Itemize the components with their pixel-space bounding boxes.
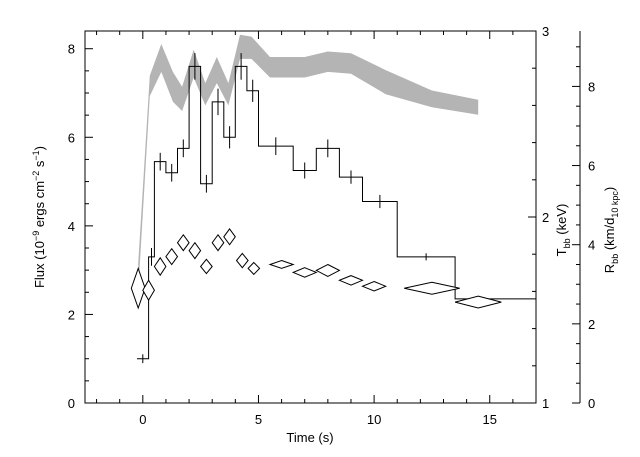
rbb-diamond — [130, 266, 146, 310]
rbb-diamond — [211, 233, 225, 252]
tbb-tick-label: 1 — [542, 396, 549, 411]
x-tick-label: 0 — [139, 412, 146, 427]
rbb-diamond — [338, 275, 364, 286]
rbb-diamond — [247, 261, 261, 276]
rbb-diamond — [404, 281, 460, 295]
flux-step-layer — [137, 53, 536, 364]
rbb-tick-label: 2 — [588, 317, 595, 332]
rbb-diamond — [361, 280, 388, 292]
rbb-diamond-layer — [130, 228, 502, 310]
rbb-tick-label: 0 — [588, 396, 595, 411]
rbb-tick-label: 4 — [588, 238, 595, 253]
rbb-diamond — [176, 233, 190, 252]
x-tick-label: 5 — [255, 412, 262, 427]
flux-axis-title: Flux (10−9 ergs cm−2 s−1) — [31, 146, 47, 288]
flux-step-line — [137, 65, 536, 360]
rbb-diamond — [454, 295, 502, 309]
tick-layer: 0 5 10 15 0 2 4 6 8 1 2 3 0 2 4 6 8 — [68, 24, 595, 427]
rbb-diamond — [165, 247, 179, 266]
x-tick-label: 10 — [367, 412, 381, 427]
rbb-diamond — [315, 263, 341, 277]
rbb-diamond — [188, 241, 202, 260]
rbb-tick-label: 6 — [588, 159, 595, 174]
rbb-diamond — [235, 252, 249, 269]
rbb-diamond — [142, 279, 155, 302]
rbb-diamond — [153, 256, 167, 277]
flux-tick-label: 4 — [68, 219, 75, 234]
tbb-tick-label: 3 — [542, 24, 549, 39]
flux-tick-label: 6 — [68, 130, 75, 145]
flux-tick-label: 2 — [68, 307, 75, 322]
flux-tick-label: 0 — [68, 396, 75, 411]
tbb-axis-title: Tbb (keV) — [554, 204, 572, 257]
rbb-diamond — [199, 258, 213, 275]
rbb-tick-label: 8 — [588, 79, 595, 94]
rbb-diamond — [223, 228, 236, 246]
flux-tick-label: 8 — [68, 42, 75, 57]
x-tick-label: 15 — [483, 412, 497, 427]
rbb-diamond — [268, 259, 295, 269]
rbb-axis-title: Rbb (km/d10 kpc) — [602, 187, 620, 273]
rbb-diamond — [291, 267, 318, 278]
x-axis-title: Time (s) — [286, 430, 333, 445]
axes-layer — [84, 30, 581, 404]
tbb-tick-label: 2 — [542, 210, 549, 225]
